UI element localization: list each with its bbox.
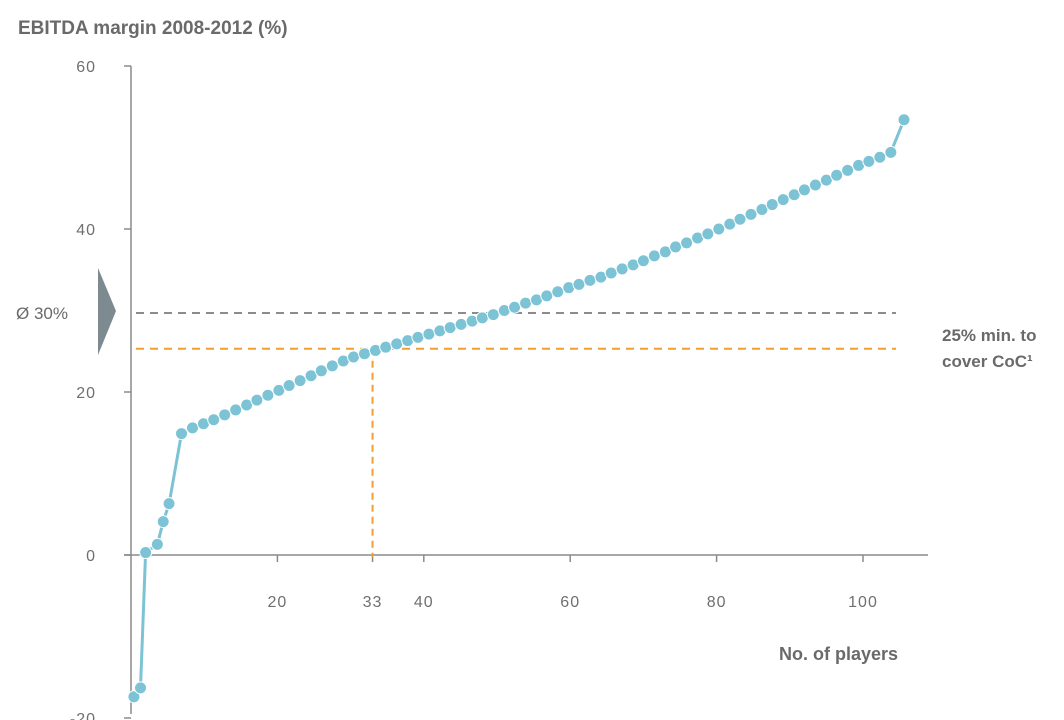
data-point <box>884 145 898 159</box>
data-point <box>411 330 425 344</box>
data-point <box>841 163 855 177</box>
threshold-label-line-2: cover CoC¹ <box>942 352 1033 371</box>
data-point <box>636 254 650 268</box>
data-point <box>551 285 565 299</box>
data-point <box>540 289 554 303</box>
data-point <box>250 393 264 407</box>
data-point <box>897 113 911 127</box>
average-label: Ø 30% <box>16 304 68 323</box>
x-axis-label: No. of players <box>779 644 898 664</box>
chart-title: EBITDA margin 2008-2012 (%) <box>18 18 288 39</box>
data-point <box>347 350 361 364</box>
data-point <box>647 249 661 263</box>
data-point <box>701 227 715 241</box>
x-tick-label: 33 <box>363 594 383 611</box>
y-tick-label: -20 <box>70 711 96 720</box>
data-point <box>443 321 457 335</box>
x-tick-label: 20 <box>268 594 288 611</box>
data-point <box>808 178 822 192</box>
data-point <box>615 262 629 276</box>
data-point <box>358 347 372 361</box>
data-point <box>390 337 404 351</box>
data-point <box>475 311 489 325</box>
y-tick-label: 40 <box>76 222 96 239</box>
data-point <box>680 236 694 250</box>
average-arrow-marker <box>98 268 116 355</box>
data-point <box>325 359 339 373</box>
threshold-label-line-1: 25% min. to <box>942 326 1036 345</box>
data-point <box>454 317 468 331</box>
x-tick-label: 40 <box>414 594 434 611</box>
data-point <box>139 546 153 560</box>
data-point <box>873 150 887 164</box>
y-tick-label: 60 <box>76 59 96 76</box>
data-point <box>261 388 275 402</box>
data-point <box>733 212 747 226</box>
data-point <box>669 240 683 254</box>
data-point <box>583 273 597 287</box>
x-tick-label: 60 <box>560 594 580 611</box>
x-ticks: 20 33 40 60 80 100 <box>268 555 878 611</box>
y-ticks: 60 40 20 0 -20 <box>70 59 131 720</box>
data-point <box>379 340 393 354</box>
data-point <box>207 413 221 427</box>
data-point <box>508 300 522 314</box>
data-point <box>175 427 189 441</box>
data-point <box>229 403 243 417</box>
data-point <box>314 364 328 378</box>
data-point <box>218 408 232 422</box>
data-point <box>134 681 148 695</box>
data-point <box>519 296 533 310</box>
data-point <box>422 327 436 341</box>
data-point <box>765 198 779 212</box>
data-point <box>185 421 199 435</box>
data-point <box>862 154 876 168</box>
data-point <box>156 515 170 529</box>
data-point <box>486 308 500 322</box>
data-point <box>604 266 618 280</box>
data-point <box>282 378 296 392</box>
reference-lines <box>136 311 896 557</box>
data-point <box>572 277 586 291</box>
data-point <box>150 537 164 551</box>
data-point <box>830 168 844 182</box>
axes <box>124 66 928 714</box>
data-point <box>797 183 811 197</box>
x-tick-label: 80 <box>707 594 727 611</box>
data-point <box>293 374 307 388</box>
x-tick-label: 100 <box>848 594 878 611</box>
y-tick-label: 0 <box>86 548 96 565</box>
data-point <box>127 690 141 704</box>
data-point <box>776 193 790 207</box>
y-tick-label: 20 <box>76 385 96 402</box>
data-point <box>744 207 758 221</box>
data-point <box>712 222 726 236</box>
data-point <box>162 497 176 511</box>
series-group <box>127 113 911 704</box>
